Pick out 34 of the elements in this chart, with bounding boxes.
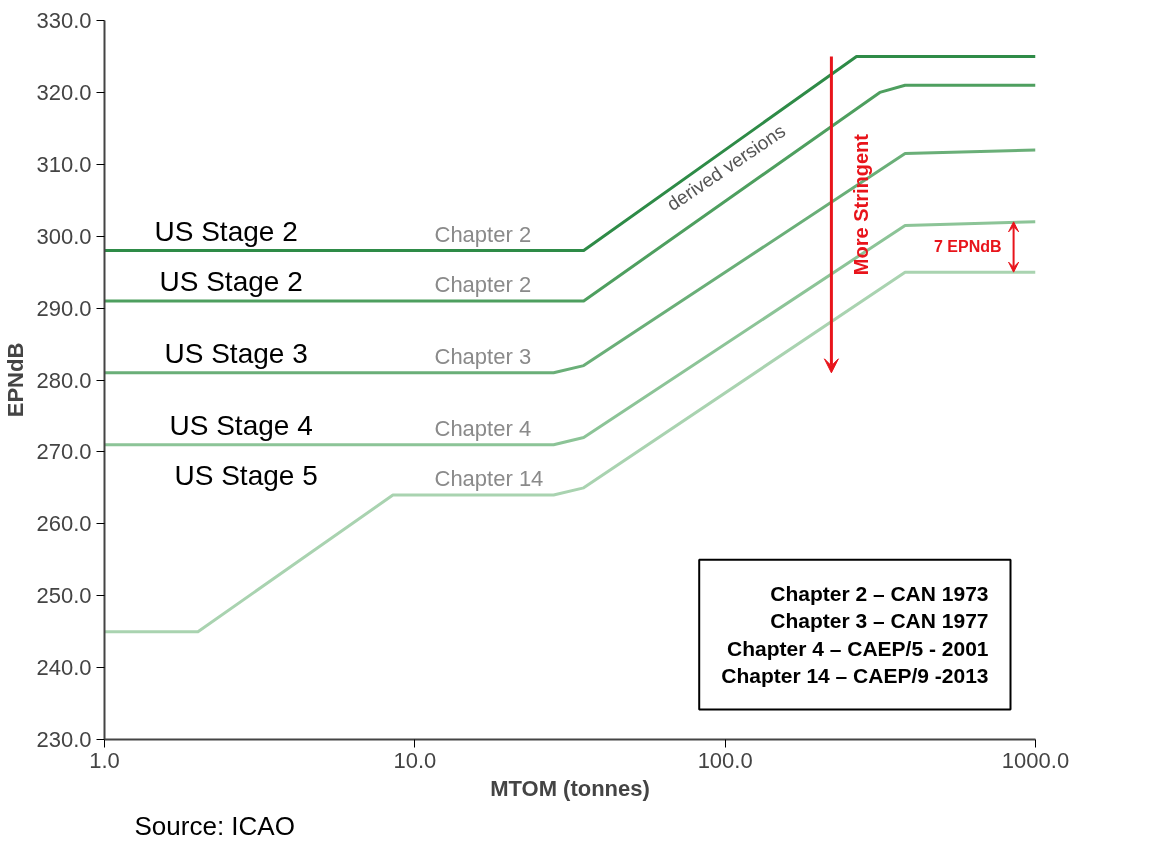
- annotation: US Stage 2: [159, 265, 303, 297]
- annotation: US Stage 2: [154, 215, 298, 247]
- annotation: Chapter 4: [434, 415, 532, 441]
- annotation: Chapter 3 – CAN 1977: [770, 609, 989, 633]
- y-tick-label: 300.0: [36, 223, 92, 249]
- y-tick-label: 230.0: [36, 727, 92, 752]
- y-tick-label: 330.0: [36, 8, 92, 33]
- y-tick-label: 280.0: [36, 367, 92, 393]
- annotation: More Stringent: [850, 133, 873, 276]
- source-note: Source: ICAO: [134, 810, 295, 841]
- y-tick-label: 320.0: [36, 79, 92, 105]
- y-axis-title: EPNdB: [3, 342, 29, 418]
- y-tick-label: 310.0: [36, 151, 92, 177]
- annotation: Chapter 4 – CAEP/5 - 2001: [727, 636, 989, 660]
- annotation: Chapter 3: [434, 343, 532, 369]
- y-tick-label: 260.0: [36, 511, 92, 537]
- annotation: Chapter 14: [434, 466, 544, 492]
- x-axis-title: MTOM (tonnes): [490, 775, 650, 801]
- annotation: US Stage 5: [174, 460, 318, 492]
- annotation: Chapter 2: [434, 221, 532, 247]
- x-tick-label: 1000.0: [1001, 747, 1070, 773]
- annotation: Chapter 2: [434, 271, 532, 297]
- x-tick-label: 100.0: [697, 747, 753, 773]
- y-tick-label: 250.0: [36, 583, 92, 609]
- annotation: Chapter 14 – CAEP/9 -2013: [721, 664, 989, 688]
- y-tick-label: 240.0: [36, 655, 92, 681]
- annotation: Chapter 2 – CAN 1973: [770, 581, 989, 605]
- x-tick-label: 10.0: [393, 747, 437, 773]
- annotation: US Stage 4: [169, 409, 313, 441]
- annotation: US Stage 3: [164, 337, 308, 369]
- y-tick-label: 270.0: [36, 439, 92, 465]
- x-tick-label: 1.0: [89, 747, 120, 773]
- y-tick-label: 290.0: [36, 295, 92, 321]
- annotation: 7 EPNdB: [934, 238, 1002, 256]
